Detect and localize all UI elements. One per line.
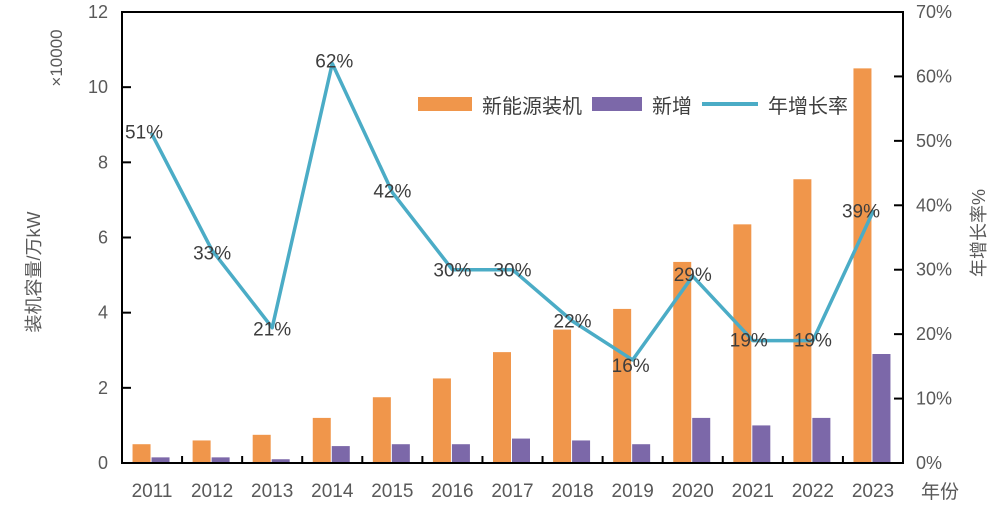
left-axis-scale-note: ×10000	[47, 29, 66, 87]
added-bar	[331, 446, 350, 463]
right-axis-title: 年增长率%	[969, 188, 989, 278]
capacity-bar	[613, 308, 632, 463]
added-bar	[271, 459, 290, 463]
growth-data-label: 42%	[373, 181, 411, 202]
legend-swatch-capacity-icon	[418, 97, 472, 111]
right-tick-label: 10%	[916, 389, 952, 409]
left-tick-label: 0	[98, 453, 108, 473]
added-bar	[752, 425, 771, 463]
growth-data-label: 29%	[674, 265, 712, 286]
legend-label-capacity: 新能源装机	[482, 95, 582, 118]
left-tick-label: 6	[98, 228, 108, 248]
capacity-bar	[432, 378, 451, 463]
capacity-bar	[733, 224, 752, 463]
x-category-label: 2023	[852, 481, 894, 502]
capacity-bar	[372, 397, 391, 463]
x-category-label: 2014	[311, 481, 354, 502]
plot-border	[121, 11, 904, 464]
added-bar	[211, 457, 230, 463]
left-tick-label: 4	[98, 303, 108, 323]
x-category-label: 2020	[672, 481, 714, 502]
right-tick-label: 20%	[916, 324, 952, 344]
right-tick-label: 0%	[916, 453, 942, 473]
growth-data-label: 16%	[612, 356, 650, 377]
x-category-label: 2017	[491, 481, 533, 502]
right-tick-label: 50%	[916, 131, 952, 151]
x-category-label: 2012	[191, 481, 233, 502]
capacity-bar	[493, 352, 511, 463]
x-category-label: 2018	[551, 481, 593, 502]
x-category-label: 2019	[612, 481, 654, 502]
growth-data-label: 39%	[842, 202, 880, 223]
left-tick-label: 10	[88, 77, 108, 97]
left-axis-title: 装机容量/万kW	[24, 211, 44, 333]
growth-data-label: 30%	[493, 261, 531, 282]
x-category-label: 2021	[732, 481, 774, 502]
added-bar	[812, 417, 831, 463]
legend-label-growth: 年增长率	[768, 95, 848, 118]
capacity-bar	[793, 179, 812, 463]
added-bar	[692, 417, 711, 463]
capacity-bar	[192, 440, 211, 463]
added-bar	[872, 354, 891, 463]
growth-data-label: 19%	[730, 331, 768, 352]
right-tick-label: 30%	[916, 260, 952, 280]
growth-data-label: 62%	[315, 52, 353, 73]
legend-line-growth-icon	[702, 102, 758, 106]
added-bar	[151, 457, 170, 463]
added-bar	[632, 444, 651, 463]
right-tick-label: 70%	[916, 2, 952, 22]
left-tick-label: 12	[88, 2, 108, 22]
x-category-label: 2016	[431, 481, 473, 502]
growth-line	[150, 61, 875, 362]
legend-label-added: 新增	[652, 95, 692, 118]
growth-data-label: 51%	[125, 122, 163, 143]
added-bar	[512, 438, 530, 463]
capacity-bar	[132, 444, 151, 463]
x-category-label: 2022	[792, 481, 834, 502]
right-tick-label: 40%	[916, 195, 952, 215]
added-bar	[572, 440, 591, 463]
added-bar	[451, 444, 470, 463]
x-category-label: 2013	[251, 481, 293, 502]
added-bar	[391, 444, 410, 463]
growth-data-label: 30%	[433, 261, 471, 282]
growth-data-label: 21%	[253, 320, 291, 341]
chart-legend: 新能源装机 新增 年增长率	[418, 93, 848, 118]
growth-data-label: 19%	[794, 331, 832, 352]
left-tick-label: 8	[98, 152, 108, 172]
legend-swatch-added-icon	[592, 97, 642, 111]
left-tick-label: 2	[98, 378, 108, 398]
x-axis-title: 年份	[921, 482, 960, 503]
x-category-label: 2011	[132, 481, 173, 502]
growth-data-label: 22%	[554, 311, 592, 332]
growth-data-label: 33%	[193, 243, 231, 264]
capacity-bar	[553, 329, 572, 463]
capacity-bar	[673, 261, 692, 463]
x-category-label: 2015	[371, 481, 413, 502]
capacity-bar	[252, 434, 271, 463]
capacity-bar	[853, 68, 872, 463]
capacity-bar	[312, 417, 331, 463]
right-tick-label: 60%	[916, 66, 952, 86]
